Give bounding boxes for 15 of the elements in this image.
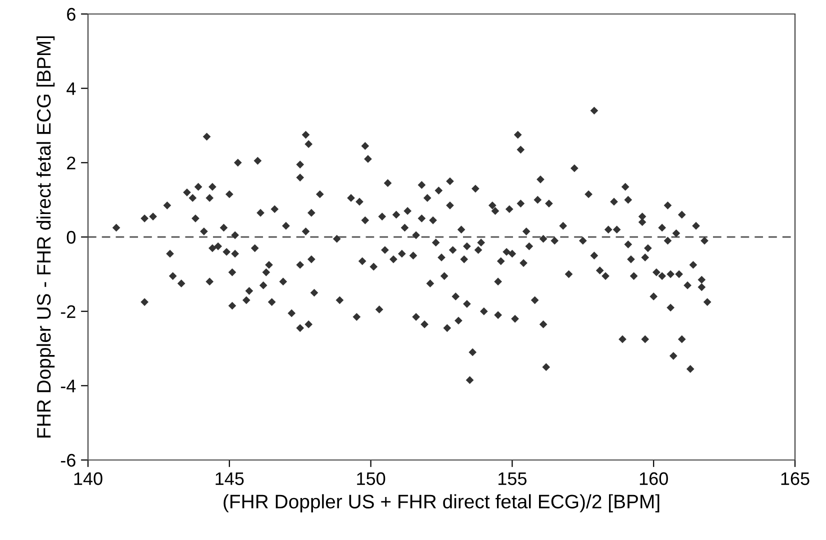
x-axis-title: (FHR Doppler US + FHR direct fetal ECG)/2 [BPM]	[224, 494, 660, 512]
x-tick-label: 165	[781, 472, 810, 486]
y-tick-label: 2	[67, 156, 76, 170]
x-tick-label: 155	[498, 472, 527, 486]
y-tick-label: -4	[60, 380, 76, 392]
y-tick-label: -6	[60, 454, 76, 467]
y-axis-title: FHR Doppler US - FHR direct fetal ECG [BPM]	[36, 36, 55, 438]
y-tick-label: 6	[67, 8, 76, 21]
y-tick-label: 4	[66, 82, 76, 95]
y-tick-label: -2	[60, 305, 76, 318]
y-tick-label: 0	[66, 230, 76, 244]
x-tick-label: 160	[640, 472, 668, 486]
x-tick-label: 140	[74, 472, 102, 486]
x-tick-label: 145	[216, 472, 244, 486]
x-tick-label: 150	[357, 472, 386, 486]
